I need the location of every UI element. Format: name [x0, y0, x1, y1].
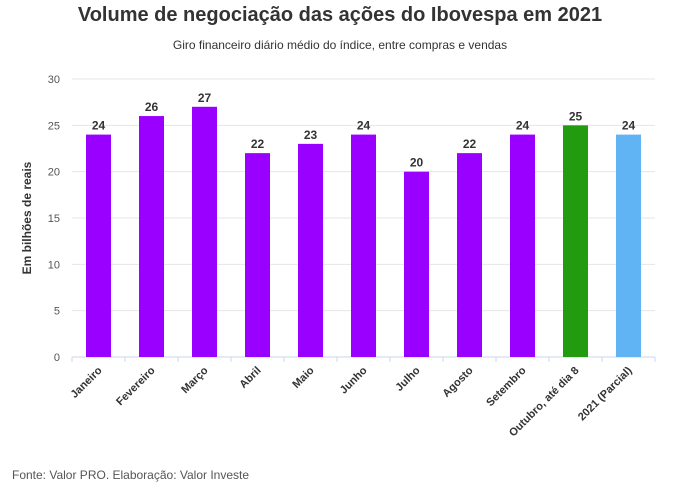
data-label: 24 — [92, 119, 106, 133]
bar — [192, 106, 217, 357]
y-tick-label: 30 — [48, 74, 60, 86]
bar — [86, 134, 111, 357]
data-label: 24 — [357, 119, 371, 133]
y-tick-label: 20 — [48, 167, 60, 179]
bar — [563, 125, 588, 357]
x-tick-label: Fevereiro — [114, 364, 158, 408]
x-tick-label: Junho — [338, 364, 370, 396]
bar — [139, 116, 164, 357]
data-label: 24 — [622, 119, 636, 133]
data-label: 22 — [463, 137, 477, 151]
data-label: 26 — [145, 100, 159, 114]
bar — [245, 153, 270, 357]
x-tick-label: Julho — [393, 364, 422, 393]
data-label: 23 — [304, 128, 318, 142]
source-note: Fonte: Valor PRO. Elaboração: Valor Inve… — [12, 468, 250, 482]
x-tick-label: Abril — [237, 365, 263, 391]
y-axis-title: Em bilhões de reais — [20, 161, 34, 274]
data-label: 22 — [251, 137, 265, 151]
bar — [404, 171, 429, 357]
y-tick-label: 25 — [48, 120, 60, 132]
y-tick-label: 10 — [48, 259, 60, 271]
x-tick-label: 2021 (Parcial) — [576, 364, 635, 423]
bar — [616, 134, 641, 357]
y-tick-label: 15 — [48, 213, 60, 225]
chart-subtitle: Giro financeiro diário médio do índice, … — [172, 38, 508, 52]
bar — [510, 134, 535, 357]
x-tick-label: Maio — [290, 364, 316, 390]
x-tick-label: Setembro — [484, 364, 529, 409]
x-tick-label: Janeiro — [68, 364, 104, 400]
x-tick-label: Agosto — [440, 364, 475, 399]
chart-title: Volume de negociação das ações do Iboves… — [77, 4, 603, 26]
y-tick-label: 0 — [54, 352, 60, 364]
y-tick-label: 5 — [54, 306, 60, 318]
data-label: 27 — [198, 91, 212, 105]
bar — [298, 143, 323, 357]
bar — [351, 134, 376, 357]
data-label: 20 — [410, 156, 424, 170]
data-label: 24 — [516, 119, 530, 133]
bar — [457, 153, 482, 357]
x-tick-label: Março — [179, 364, 211, 396]
data-label: 25 — [569, 109, 583, 123]
